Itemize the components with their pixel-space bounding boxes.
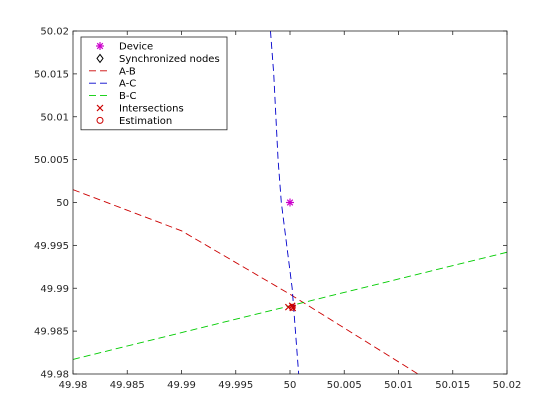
x-tick-label: 50: [284, 380, 297, 391]
legend-label-b-c: B-C: [119, 91, 136, 102]
x-tick-label: 49.995: [218, 380, 253, 391]
x-tick-label: 50.01: [384, 380, 413, 391]
x-tick-label: 49.985: [110, 380, 145, 391]
series-line-a-b: [73, 189, 419, 374]
legend-swatch-synchronized-nodes: [96, 53, 104, 64]
y-tick-label: 50.015: [34, 69, 69, 80]
point-intersections-1: [288, 302, 296, 310]
legend-swatch-intersections: [96, 104, 104, 112]
series-line-a-c: [270, 31, 300, 374]
y-tick-label: 50: [56, 198, 69, 209]
y-tick-label: 49.995: [34, 241, 69, 252]
y-tick-label: 49.99: [40, 284, 69, 295]
y-tick-label: 49.985: [34, 327, 69, 338]
x-tick-label: 50.005: [327, 380, 362, 391]
legend-label-intersections: Intersections: [119, 104, 184, 115]
x-tick-label: 50.015: [435, 380, 470, 391]
x-tick-label: 50.02: [493, 380, 522, 391]
x-tick-label: 49.98: [59, 380, 88, 391]
y-tick-label: 50.02: [40, 27, 69, 38]
axes-layer: 49.98 49.985 49.99 49.995 50 50.005 50.01 50.01…: [34, 27, 521, 392]
legend-label-a-b: A-B: [119, 66, 136, 77]
legend-swatch-device: [96, 42, 104, 50]
series-layer: [73, 31, 507, 374]
legend-label-a-c: A-C: [119, 79, 136, 90]
legend-label-device: Device: [119, 42, 153, 53]
legend-label-estimation: Estimation: [119, 116, 172, 127]
point-device-0: [286, 198, 294, 207]
legend-swatch-estimation: [96, 116, 104, 124]
y-tick-label: 50.005: [34, 155, 69, 166]
y-tick-label: 50.01: [40, 112, 69, 123]
point-estimation-0: [288, 303, 296, 311]
y-tick-label: 49.98: [40, 370, 69, 381]
legend-label-synchronized-nodes: Synchronized nodes: [119, 54, 220, 65]
x-tick-label: 49.99: [167, 380, 196, 391]
